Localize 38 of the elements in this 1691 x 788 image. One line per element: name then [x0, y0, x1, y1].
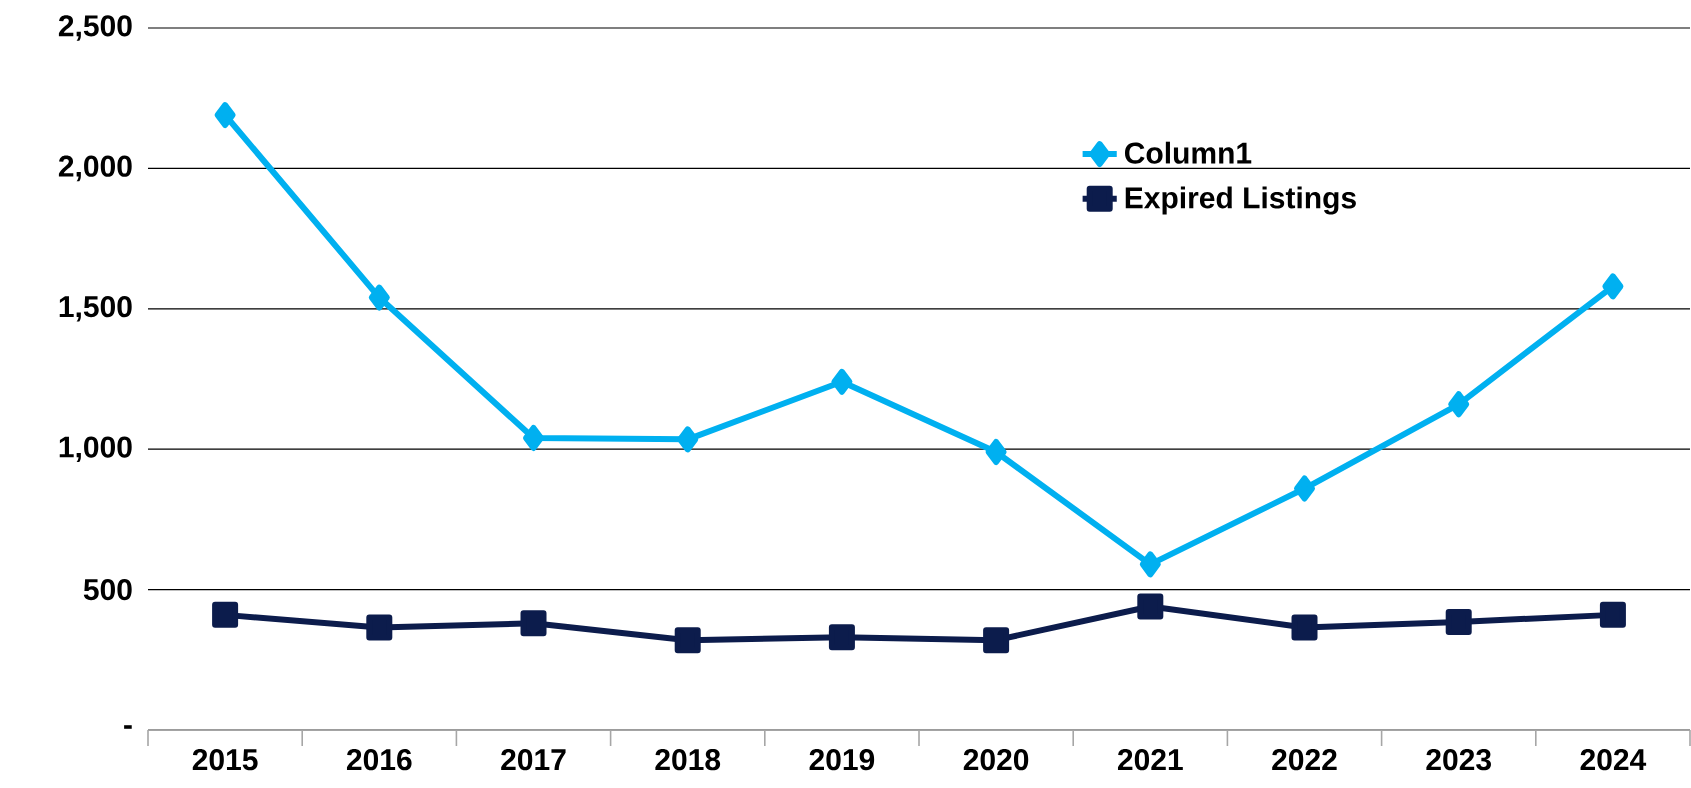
x-tick-label: 2020	[963, 749, 1029, 771]
point	[831, 368, 853, 395]
x-tick-label: 2019	[809, 749, 875, 771]
point	[366, 614, 393, 641]
point	[523, 424, 545, 451]
x-tick-label: 2022	[1272, 749, 1337, 771]
point	[828, 624, 855, 651]
y-tick-label: 2,000	[58, 155, 132, 182]
y-tick-label: 2,500	[58, 15, 132, 41]
point	[674, 627, 701, 654]
y-tick-label: -	[124, 725, 132, 729]
x-tick-label: 2018	[655, 749, 721, 771]
legend-label: Expired Listings	[1125, 186, 1356, 215]
point	[1139, 551, 1161, 578]
y-tick-label: 1,000	[59, 436, 132, 462]
x-tick-label: 2023	[1426, 749, 1491, 771]
point	[1445, 608, 1472, 635]
point	[212, 601, 239, 628]
point	[1294, 475, 1316, 502]
point	[368, 284, 390, 311]
legend-label: Column1	[1124, 141, 1252, 164]
x-tick-label: 2021	[1117, 749, 1183, 771]
point	[520, 610, 547, 637]
y-tick-label: 500	[83, 578, 132, 601]
x-tick-label: 2015	[192, 749, 258, 771]
x-tick-label: 2024	[1580, 749, 1647, 771]
point	[1137, 593, 1164, 620]
x-tick-label: 2017	[501, 749, 566, 771]
point	[983, 627, 1010, 654]
point	[985, 439, 1007, 465]
x-tick-label: 2016	[346, 749, 412, 771]
point	[1291, 614, 1318, 641]
point	[1602, 273, 1624, 300]
point	[1599, 601, 1626, 628]
point	[1448, 391, 1470, 418]
y-tick-label: 1,500	[59, 296, 132, 322]
point	[214, 102, 236, 129]
point	[677, 426, 699, 453]
